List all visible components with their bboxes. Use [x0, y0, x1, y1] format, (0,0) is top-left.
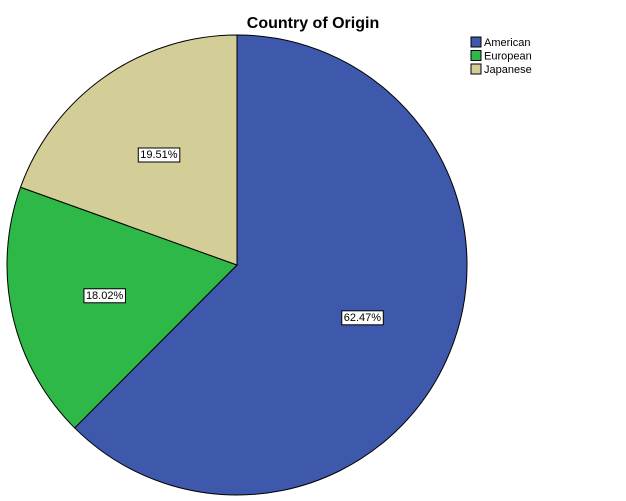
data-label-text: 18.02%	[86, 290, 124, 302]
data-label-box	[83, 288, 126, 304]
data-label-european: 18.02%	[83, 288, 126, 304]
pie-slice-japanese	[19, 34, 238, 266]
pie-slice-european	[6, 186, 238, 429]
data-label-american: 62.47%	[341, 310, 384, 326]
legend-label-japanese: Japanese	[484, 64, 532, 76]
pie-slices	[6, 34, 468, 496]
pie-slice-american	[73, 34, 468, 496]
data-label-box	[137, 147, 181, 163]
data-labels: 62.47% 18.02% 19.51%	[83, 147, 384, 326]
data-label-text: 62.47%	[344, 312, 382, 324]
data-label-japanese: 19.51%	[137, 147, 181, 163]
legend-swatch-japanese	[470, 63, 482, 75]
data-label-text: 19.51%	[140, 149, 178, 161]
chart-title: Country of Origin	[247, 15, 379, 32]
data-label-box	[341, 310, 384, 326]
legend-label-european: European	[484, 51, 532, 63]
legend-swatch-american	[470, 36, 482, 48]
legend-swatch-european	[470, 50, 482, 61]
legend-label-american: American	[484, 37, 530, 49]
